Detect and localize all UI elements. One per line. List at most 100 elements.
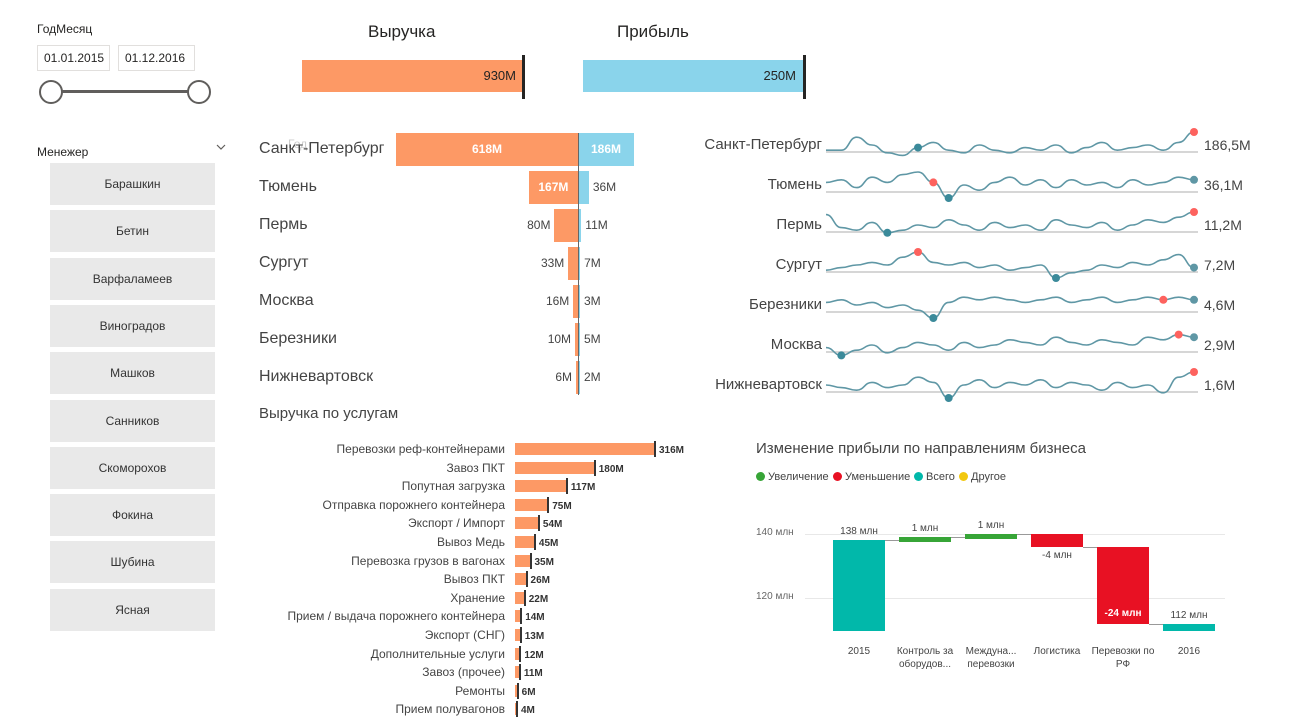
service-bar [515, 480, 567, 493]
legend-dot-icon [833, 472, 842, 481]
service-target-marker [565, 478, 568, 495]
manager-button-10[interactable]: Ясная [50, 588, 215, 631]
profit-value-label: 5M [584, 332, 601, 346]
waterfall-connector [1017, 534, 1031, 535]
manager-button-4[interactable]: Виноградов [50, 304, 215, 347]
service-value: 22M [528, 593, 549, 605]
service-label: Завоз (прочее) [422, 665, 505, 680]
profit-value-label: 36M [592, 180, 617, 194]
sparkline-chart [825, 171, 1198, 202]
manager-button-9[interactable]: Шубина [50, 541, 215, 584]
sparkline-high-point [929, 314, 938, 322]
service-bar [515, 461, 595, 474]
sparkline-end-point [1190, 263, 1198, 272]
sparkline-high-point [914, 143, 922, 152]
sparkline-value: 36,1M [1204, 177, 1243, 193]
waterfall-bar [1163, 623, 1215, 631]
service-label: Хранение [450, 590, 505, 605]
profit-value-label: 186M [590, 142, 622, 156]
manager-slicer-title: Менежер [37, 145, 89, 159]
city-label: Березники [259, 330, 337, 347]
waterfall-bar [1097, 546, 1149, 624]
start-date-input[interactable]: 01.01.2015 [37, 45, 110, 71]
manager-button-7[interactable]: Скоморохов [50, 446, 215, 489]
revenue-target-marker [522, 55, 525, 99]
service-value: 54M [542, 519, 563, 531]
legend-label: Другое [971, 471, 1006, 483]
funnel-center-axis [578, 133, 579, 395]
service-label: Экспорт / Импорт [407, 516, 505, 531]
waterfall-bar [1031, 534, 1083, 547]
revenue-kpi-title: Выручка [368, 22, 436, 41]
manager-button-5[interactable]: Машков [50, 352, 215, 395]
revenue-value-label: 10M [547, 332, 572, 346]
manager-button-2[interactable]: Бетин [50, 210, 215, 253]
manager-button-6[interactable]: Санников [50, 399, 215, 442]
end-slider-handle[interactable] [187, 80, 211, 104]
sparkline-high-point [883, 228, 892, 237]
profit-value-label: 3M [584, 294, 601, 308]
service-target-marker [519, 627, 522, 643]
manager-button-8[interactable]: Фокина [50, 494, 215, 537]
waterfall-category-label: Логистика [1033, 646, 1081, 657]
start-slider-handle[interactable] [39, 80, 63, 104]
legend-dot-icon [756, 472, 765, 481]
sparkline-low-point [1159, 295, 1168, 304]
waterfall-value-label: 1 млн [911, 523, 939, 535]
profit-kpi-title: Прибыль [617, 22, 689, 41]
sparkline-label: Нижневартовск [715, 376, 822, 393]
profit-bar [578, 133, 634, 166]
sparkline-value: 2,9M [1204, 337, 1236, 353]
revenue-value-label: 6M [555, 370, 572, 384]
revenue-value-label: 16M [545, 294, 570, 308]
service-value: 26M [530, 575, 550, 587]
service-value: 75M [552, 500, 572, 512]
sparkline-path [825, 171, 1195, 199]
service-bar [515, 443, 655, 455]
manager-button-1[interactable]: Барашкин [50, 163, 215, 205]
service-target-marker [533, 534, 536, 550]
profit-value-label: 7M [584, 256, 601, 270]
waterfall-category-label: 2016 [1177, 646, 1201, 657]
sparkline-low-point [1190, 208, 1198, 216]
revenue-bar [528, 171, 578, 204]
service-label: Ремонты [455, 683, 505, 698]
sparkline-path [826, 131, 1195, 157]
legend-dot-icon [914, 472, 923, 481]
service-target-marker [654, 441, 656, 457]
sparkline-chart [826, 128, 1198, 157]
sparkline-path [825, 211, 1195, 234]
manager-button-3[interactable]: Варфаламеев [50, 257, 215, 300]
legend-label: Всего [926, 471, 955, 483]
y-axis-tick: 120 млн [756, 591, 794, 602]
service-target-marker [519, 645, 522, 662]
waterfall-bar [833, 540, 885, 631]
service-label: Экспорт (СНГ) [424, 628, 505, 642]
service-target-marker [523, 589, 526, 606]
gridline [805, 598, 1225, 599]
sparkline-high-point [944, 194, 953, 202]
profit-bar [578, 323, 580, 356]
waterfall-connector [1149, 623, 1163, 625]
sparkline-path [825, 371, 1195, 399]
sparkline-low-point [1190, 368, 1198, 376]
profit-bar [578, 209, 582, 242]
service-label: Перевозка грузов в вагонах [351, 553, 505, 568]
revenue-bar [573, 285, 578, 318]
sparkline-path [825, 296, 1195, 319]
sparkline-chart [825, 248, 1198, 282]
legend-item: Другое [959, 471, 1006, 483]
end-date-input[interactable]: 01.12.2016 [118, 45, 195, 71]
service-label: Попутная загрузка [401, 479, 505, 494]
sparkline-chart [825, 330, 1198, 360]
chevron-down-icon[interactable] [216, 141, 226, 155]
revenue-bar [396, 133, 578, 166]
date-range-slider-track[interactable] [51, 90, 199, 93]
service-value: 316M [659, 445, 685, 456]
profit-bar [578, 285, 580, 318]
service-bar [515, 573, 527, 586]
service-bar [515, 536, 535, 548]
service-label: Дополнительные услуги [370, 646, 505, 661]
service-bar [515, 591, 525, 604]
sparkline-value: 186,5M [1204, 137, 1251, 153]
